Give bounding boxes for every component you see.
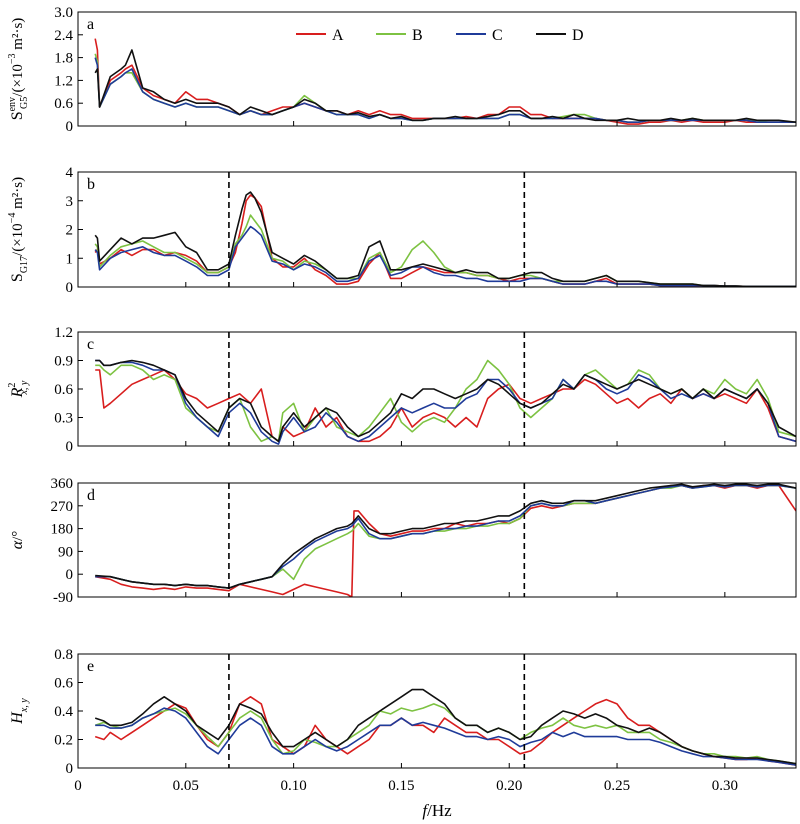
y-tick-label: 0 [66, 761, 74, 777]
series-line-C [94, 57, 796, 123]
y-tick-label: 4 [66, 165, 74, 181]
panel-letter: d [87, 487, 95, 504]
panel-a: 0 0.6 1.2 1.8 2.4 3.0 a SenvG5/(×10−3 m²·s) [7, 5, 797, 135]
y-tick-label: 0.6 [54, 382, 73, 398]
legend-entry-B: B [376, 27, 423, 44]
y-tick-label: 360 [51, 476, 74, 492]
legend-label: A [332, 27, 344, 44]
x-axis-label: f/Hz [422, 801, 452, 820]
y-tick-label: 0.9 [54, 354, 73, 370]
panel-b: 0 1 2 3 4b SG17/(×10−4 m²·s) [7, 165, 797, 296]
x-tick-label: 0.15 [388, 778, 414, 794]
x-tick-label: 0.25 [604, 778, 630, 794]
y-tick-label: 0.6 [54, 96, 73, 112]
series-line-C [94, 225, 796, 287]
y-tick-label: 3.0 [54, 5, 73, 21]
series-line-D [94, 191, 796, 287]
panels: 0 0.6 1.2 1.8 2.4 3.0 a SenvG5/(×10−3 m²·s) 0 1 2 3… [7, 5, 797, 777]
panel-d: -90 0 90 180 270 360 d α/° [9, 476, 797, 606]
series-group [95, 359, 796, 445]
y-tick-label: 0 [66, 439, 74, 455]
y-tick-label: 270 [51, 499, 74, 515]
x-tick-label: 0 [74, 778, 82, 794]
panel-letter: c [87, 336, 94, 353]
x-tick-label: 0.05 [173, 778, 199, 794]
x-tick-label: 0.20 [496, 778, 522, 794]
series-group [95, 483, 796, 597]
legend: A B C D [296, 27, 584, 44]
series-line-D [95, 359, 796, 443]
axis-frame [77, 11, 797, 127]
y-tick-label: 1.2 [54, 73, 73, 89]
series-line-A [94, 194, 796, 287]
x-tick-label: 0.10 [280, 778, 306, 794]
series-line-C [95, 707, 796, 766]
y-axis-label: SG17/(×10−4 m²·s) [7, 177, 30, 282]
series-group [94, 191, 796, 287]
y-tick-label: 0.6 [54, 676, 73, 692]
y-tick-label: 0.2 [54, 733, 73, 749]
panel-letter: a [87, 16, 94, 33]
series-line-B [94, 703, 796, 765]
y-tick-label: 0.4 [54, 704, 73, 720]
y-tick-label: 0 [66, 119, 74, 135]
y-axis-label: R2x, y [7, 380, 30, 398]
y-tick-label: 0 [66, 567, 74, 583]
y-tick-label: 0.3 [54, 411, 73, 427]
panel-letter: b [87, 176, 95, 193]
legend-label: C [492, 27, 503, 44]
legend-entry-C: C [456, 27, 503, 44]
series-line-D [94, 49, 796, 123]
series-line-C [95, 359, 796, 445]
axis-frame [77, 331, 797, 447]
y-tick-label: 1.8 [54, 51, 73, 67]
y-tick-label: 2 [66, 223, 74, 239]
panel-e: 0 0.2 0.4 0.6 0.8 e Hx, y [9, 647, 797, 777]
legend-entry-D: D [536, 27, 584, 44]
y-axis-label: SenvG5/(×10−3 m²·s) [7, 18, 30, 121]
series-group [94, 688, 796, 766]
series-line-B [95, 484, 796, 589]
y-tick-label: -90 [53, 590, 73, 606]
legend-label: D [572, 27, 584, 44]
legend-label: B [412, 27, 423, 44]
series-line-A [94, 38, 796, 125]
axis-frame [77, 482, 797, 598]
y-tick-label: 0.8 [54, 647, 73, 663]
legend-entry-A: A [296, 27, 344, 44]
series-line-A [94, 695, 796, 766]
x-tick-label: 0.30 [712, 778, 738, 794]
y-tick-label: 180 [51, 522, 74, 538]
panel-c: 0 0.3 0.6 0.9 1.2 c R2x, y [7, 325, 797, 455]
series-line-D [94, 688, 796, 765]
y-tick-label: 90 [58, 544, 73, 560]
y-axis-label: α/° [9, 531, 26, 550]
series-line-B [94, 53, 796, 123]
series-line-A [95, 369, 796, 443]
y-tick-label: 0 [66, 280, 74, 296]
x-axis: 0 0.05 0.10 0.15 0.20 0.25 0.30 f/Hz [74, 778, 738, 820]
series-group [94, 38, 796, 125]
y-tick-label: 3 [66, 194, 74, 210]
series-line-D [95, 483, 796, 589]
y-tick-label: 1 [66, 251, 74, 267]
y-axis-label: Hx, y [9, 698, 30, 725]
y-tick-label: 1.2 [54, 325, 73, 341]
series-line-A [95, 484, 796, 597]
axis-frame [77, 171, 797, 288]
panel-letter: e [87, 658, 94, 675]
y-tick-label: 2.4 [54, 28, 73, 44]
series-line-C [95, 484, 796, 589]
